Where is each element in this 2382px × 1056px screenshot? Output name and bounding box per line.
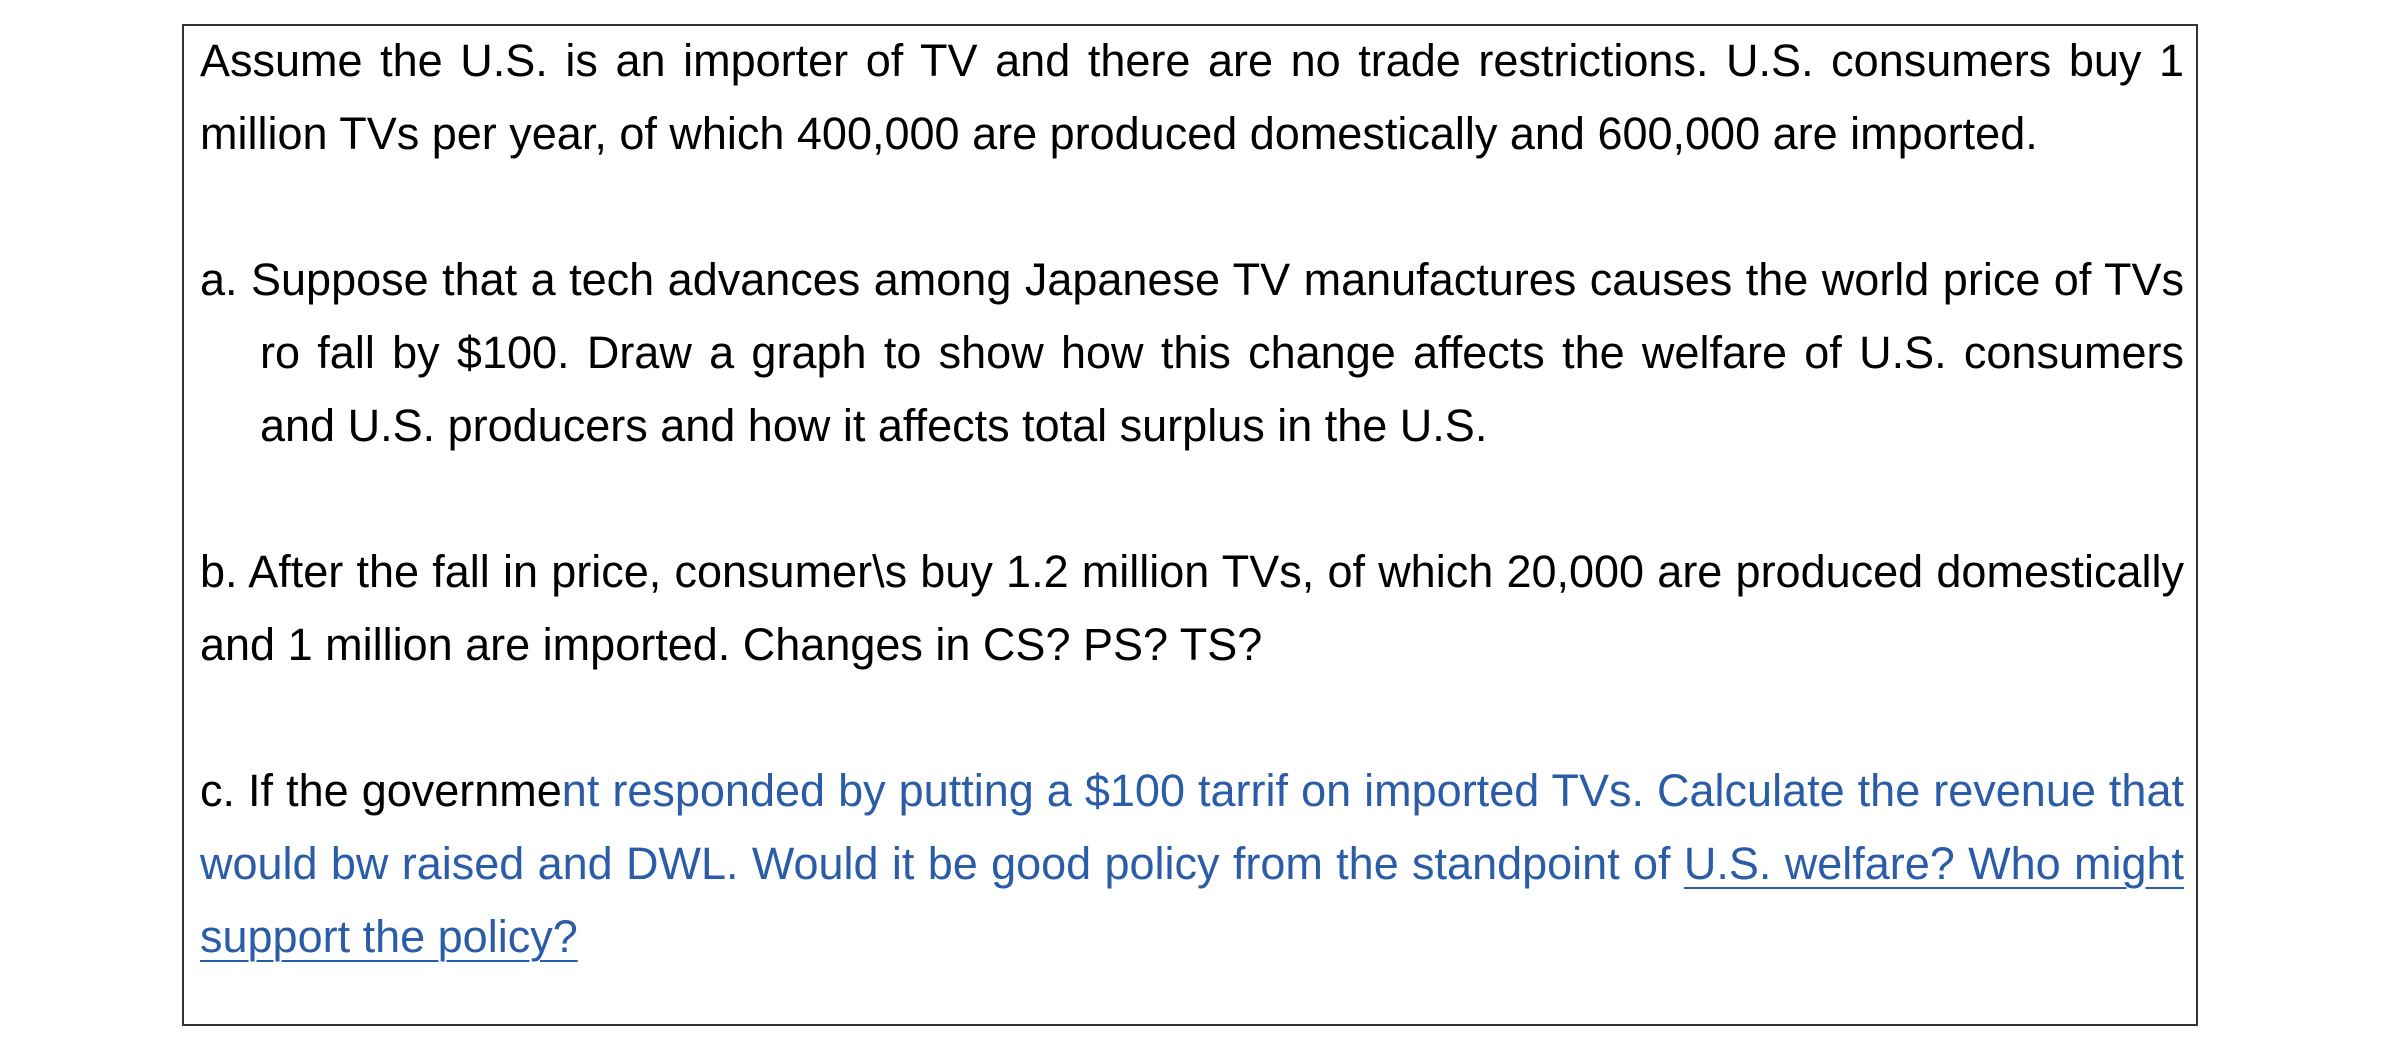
intro-paragraph: Assume the U.S. is an importer of TV and…	[200, 35, 2184, 159]
part-b-paragraph: b. After the fall in price, consumer\s b…	[200, 546, 2184, 670]
question-box: Assume the U.S. is an importer of TV and…	[182, 24, 2198, 1026]
part-a-paragraph: a. Suppose that a tech advances among Ja…	[200, 254, 2184, 451]
part-c-blue-text: nt responded by putting a $100 tarrif on…	[200, 765, 2184, 889]
part-c-paragraph: c. If the government responded by puttin…	[200, 754, 2184, 973]
part-c-blue-last-line: U.S. welfare? Who might support the poli…	[200, 838, 2184, 962]
part-c-black-text: c. If the governme	[200, 765, 562, 816]
